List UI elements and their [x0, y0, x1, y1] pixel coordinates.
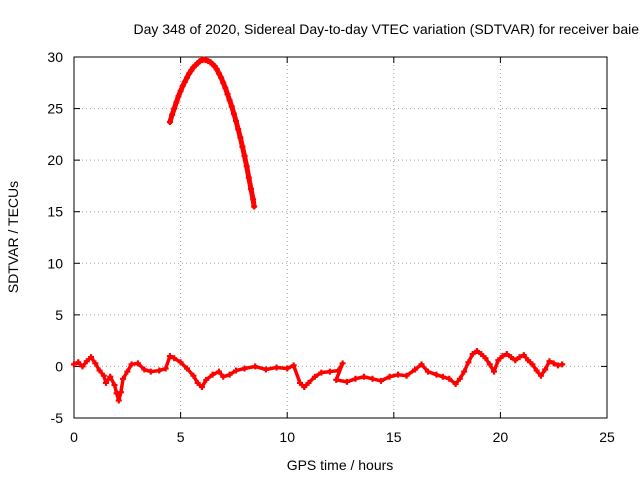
axis-ticks — [73, 56, 608, 419]
y-tick-label: -5 — [51, 410, 64, 426]
x-axis-label: GPS time / hours — [287, 457, 394, 473]
y-tick-label: 0 — [55, 358, 63, 374]
x-tick-label: 0 — [70, 429, 78, 445]
series-low-band — [71, 347, 566, 404]
y-axis-label: SDTVAR / TECUs — [5, 181, 21, 293]
series-trail — [167, 57, 257, 210]
y-tick-label: 15 — [47, 204, 63, 220]
data-points — [71, 56, 566, 404]
tick-labels: 0 5 10 15 20 25 -5 0 5 10 15 20 25 30 — [47, 49, 615, 445]
x-tick-label: 10 — [279, 429, 295, 445]
y-tick-label: 30 — [47, 49, 63, 65]
chart-title: Day 348 of 2020, Sidereal Day-to-day VTE… — [133, 21, 639, 37]
x-tick-label: 5 — [177, 429, 185, 445]
y-tick-label: 25 — [47, 101, 63, 117]
y-tick-label: 20 — [47, 152, 63, 168]
y-tick-label: 10 — [47, 255, 63, 271]
series-high-arc — [166, 56, 258, 210]
plot-frame — [73, 56, 608, 419]
series-trail — [72, 349, 564, 403]
x-tick-label: 20 — [493, 429, 509, 445]
x-tick-label: 25 — [599, 429, 615, 445]
y-tick-label: 5 — [55, 307, 63, 323]
x-tick-label: 15 — [386, 429, 402, 445]
grid-lines — [74, 57, 607, 418]
